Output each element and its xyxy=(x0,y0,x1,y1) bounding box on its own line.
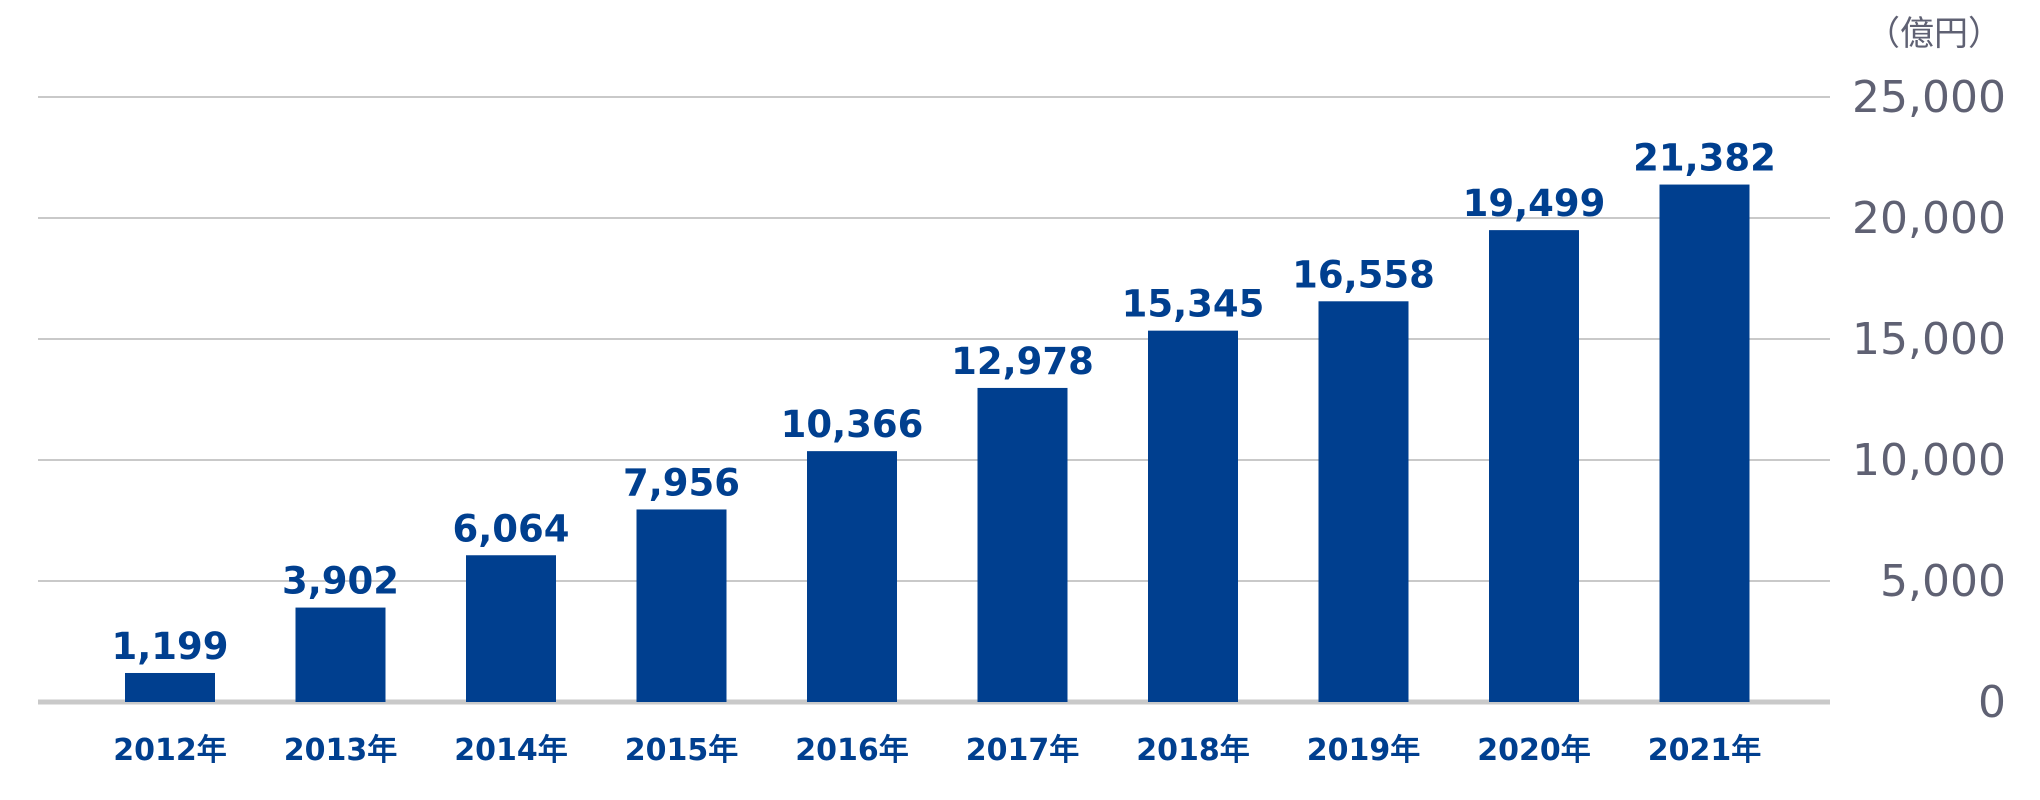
bar xyxy=(1489,230,1579,702)
y-tick-label: 0 xyxy=(1978,677,2006,728)
x-tick-label: 2020年 xyxy=(1477,733,1591,768)
y-tick-label: 25,000 xyxy=(1852,72,2006,123)
x-tick-label: 2017年 xyxy=(966,733,1080,768)
bar xyxy=(1148,330,1238,702)
y-tick-label: 15,000 xyxy=(1852,314,2006,365)
x-tick-label: 2015年 xyxy=(625,733,739,768)
x-tick-label: 2013年 xyxy=(284,733,398,768)
data-label: 3,902 xyxy=(282,560,399,603)
bar xyxy=(977,387,1068,702)
data-label: 6,064 xyxy=(452,507,569,550)
y-tick-label: 20,000 xyxy=(1852,193,2006,244)
unit-label: （億円） xyxy=(1866,14,2002,54)
bar xyxy=(1318,301,1409,702)
x-tick-label: 2021年 xyxy=(1648,733,1762,768)
x-tick-label: 2016年 xyxy=(795,733,909,768)
x-tick-label: 2012年 xyxy=(113,733,227,768)
y-tick-label: 5,000 xyxy=(1880,556,2006,607)
bar xyxy=(807,451,897,702)
data-label: 7,956 xyxy=(623,461,740,504)
x-tick-label: 2018年 xyxy=(1136,733,1250,768)
y-tick-label: 10,000 xyxy=(1852,435,2006,486)
x-tick-label: 2014年 xyxy=(454,733,568,768)
x-tick-label: 2019年 xyxy=(1307,733,1421,768)
bar xyxy=(636,509,727,702)
bar xyxy=(466,555,556,702)
data-label: 19,499 xyxy=(1463,182,1606,225)
bar xyxy=(1659,184,1750,702)
data-label: 16,558 xyxy=(1292,253,1435,296)
data-label: 1,199 xyxy=(111,625,228,668)
data-label: 15,345 xyxy=(1122,283,1265,326)
data-label: 12,978 xyxy=(951,340,1094,383)
data-label: 10,366 xyxy=(781,403,924,446)
data-label: 21,382 xyxy=(1633,137,1776,180)
bar xyxy=(125,672,215,702)
bar xyxy=(295,607,386,702)
